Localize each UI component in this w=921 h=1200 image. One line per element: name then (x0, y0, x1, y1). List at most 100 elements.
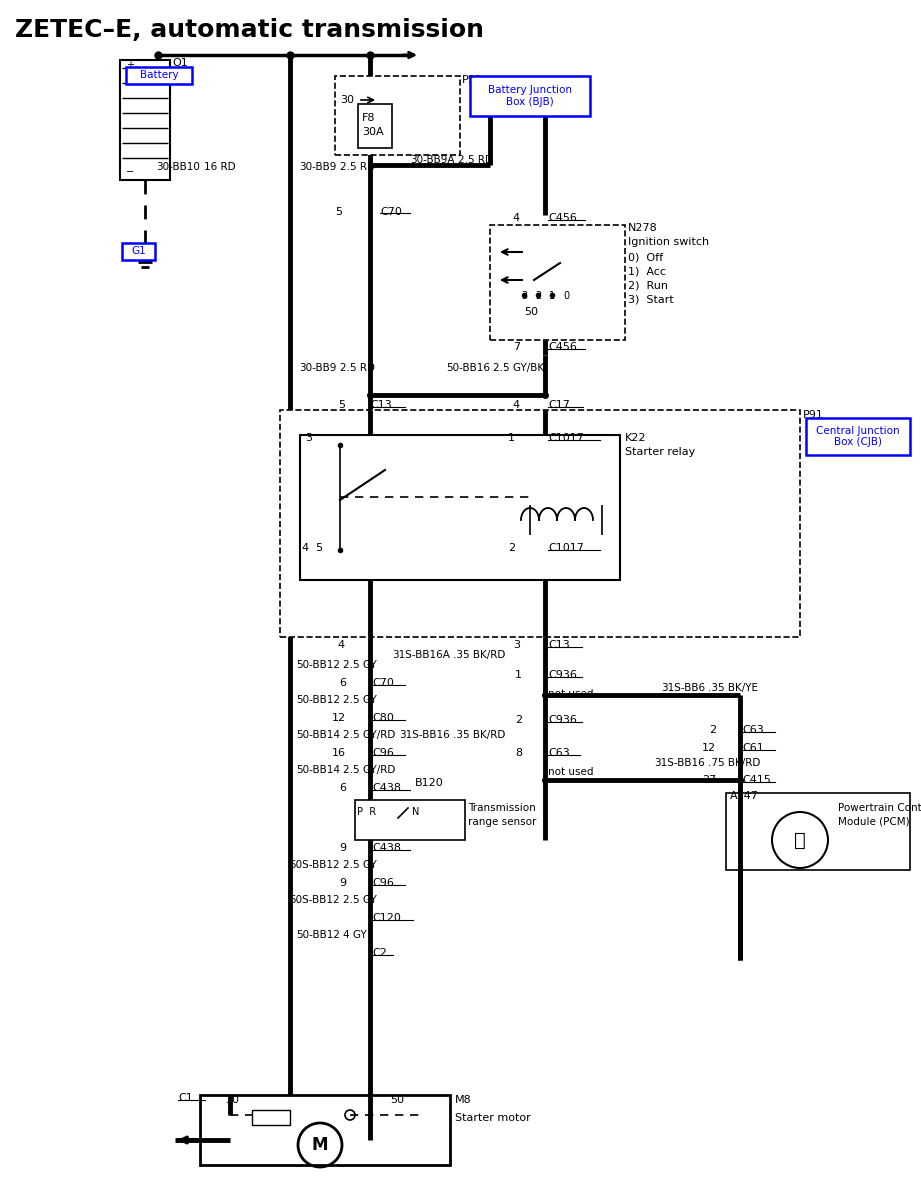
Text: 5: 5 (338, 400, 345, 410)
Text: 30-BB9: 30-BB9 (299, 362, 337, 373)
Text: 30-BB9A: 30-BB9A (411, 155, 455, 164)
Text: 30A: 30A (362, 127, 384, 137)
Text: 4: 4 (338, 640, 345, 650)
Text: C63: C63 (548, 748, 570, 758)
Text: 2.5 RD: 2.5 RD (340, 362, 375, 373)
Text: C2: C2 (372, 948, 387, 958)
Text: C63: C63 (742, 725, 764, 734)
Text: C1017: C1017 (548, 542, 584, 553)
Bar (335, 76, 460, 155)
Text: 50-BB14: 50-BB14 (296, 730, 340, 740)
Text: N278: N278 (628, 223, 658, 233)
Text: .35 BK/RD: .35 BK/RD (453, 650, 506, 660)
Text: 1: 1 (508, 433, 515, 443)
Bar (120, 60, 170, 180)
Text: ⌽: ⌽ (794, 830, 806, 850)
Text: 2: 2 (709, 725, 716, 734)
Text: 9: 9 (339, 878, 346, 888)
Text: 50S-BB12: 50S-BB12 (289, 860, 340, 870)
Text: 31S-BB16A: 31S-BB16A (392, 650, 450, 660)
Text: 30-BB10: 30-BB10 (157, 162, 200, 172)
Text: 50: 50 (524, 307, 538, 317)
Text: 1)  Acc: 1) Acc (628, 266, 666, 276)
Bar (122, 242, 155, 260)
Text: 50-BB12: 50-BB12 (296, 695, 340, 704)
Bar (126, 67, 192, 84)
Text: 4: 4 (513, 214, 520, 223)
Text: 5: 5 (335, 206, 342, 217)
Text: 6: 6 (339, 678, 346, 688)
Bar (355, 800, 465, 840)
Text: ZETEC–E, automatic transmission: ZETEC–E, automatic transmission (15, 18, 484, 42)
Text: K22: K22 (625, 433, 647, 443)
Text: +: + (126, 60, 134, 70)
Text: not used: not used (548, 767, 593, 778)
Text: C1017: C1017 (548, 433, 584, 443)
Text: 2.5 RD: 2.5 RD (340, 162, 375, 172)
Text: 2)  Run: 2) Run (628, 280, 668, 290)
Text: C936: C936 (548, 715, 577, 725)
Text: 0: 0 (563, 290, 569, 301)
Text: 3: 3 (305, 433, 312, 443)
Text: 16: 16 (332, 748, 346, 758)
Text: 2.5 GY: 2.5 GY (343, 895, 377, 905)
Text: 2.5 GY/RD: 2.5 GY/RD (343, 730, 395, 740)
Text: 30-BB9: 30-BB9 (299, 162, 337, 172)
Text: 50: 50 (390, 1094, 404, 1105)
Text: 3: 3 (521, 290, 527, 301)
Text: .35 BK/YE: .35 BK/YE (708, 683, 758, 692)
Text: 30: 30 (225, 1094, 239, 1105)
Text: 8: 8 (515, 748, 522, 758)
Text: Powertrain Control: Powertrain Control (838, 803, 921, 814)
Text: Ignition switch: Ignition switch (628, 236, 709, 247)
Text: 3)  Start: 3) Start (628, 294, 674, 304)
Text: C17: C17 (548, 400, 570, 410)
Text: C1: C1 (178, 1093, 192, 1103)
Text: M8: M8 (455, 1094, 472, 1105)
Bar (470, 76, 590, 116)
Text: not used: not used (548, 689, 593, 698)
Text: 9: 9 (339, 842, 346, 853)
Bar (490, 226, 625, 340)
Text: C438: C438 (372, 782, 401, 793)
Text: P91: P91 (803, 410, 824, 420)
Text: 0)  Off: 0) Off (628, 252, 663, 262)
Text: 27: 27 (702, 775, 716, 785)
Text: M: M (311, 1136, 328, 1154)
Text: P  R: P R (357, 806, 376, 817)
Text: Central Junction
Box (CJB): Central Junction Box (CJB) (816, 426, 900, 448)
Text: C61: C61 (742, 743, 764, 754)
Text: 31S-BB16: 31S-BB16 (399, 730, 450, 740)
Text: B120: B120 (415, 778, 444, 788)
Text: −: − (126, 167, 134, 176)
Text: .75 BK/RD: .75 BK/RD (708, 758, 761, 768)
Text: 2.5 GY/RD: 2.5 GY/RD (343, 766, 395, 775)
Text: Module (PCM): Module (PCM) (838, 817, 910, 827)
Text: Battery Junction
Box (BJB): Battery Junction Box (BJB) (488, 85, 572, 107)
Bar (280, 410, 800, 637)
Text: 2: 2 (535, 290, 542, 301)
Text: Starter motor: Starter motor (455, 1114, 530, 1123)
Bar (200, 1094, 450, 1165)
Text: A147: A147 (730, 791, 759, 802)
Text: 50-BB12: 50-BB12 (296, 930, 340, 940)
Text: 50-BB14: 50-BB14 (296, 766, 340, 775)
Text: 50S-BB12: 50S-BB12 (289, 895, 340, 905)
Text: 31S-BB6: 31S-BB6 (661, 683, 705, 692)
Text: C415: C415 (742, 775, 771, 785)
Text: 12: 12 (332, 713, 346, 722)
Text: 50-BB16: 50-BB16 (446, 362, 490, 373)
Text: C96: C96 (372, 878, 394, 888)
Bar (358, 104, 392, 148)
Text: Transmission: Transmission (468, 803, 536, 814)
Bar (806, 418, 910, 455)
Text: .35 BK/RD: .35 BK/RD (453, 730, 506, 740)
Text: 2.5 GY/BK: 2.5 GY/BK (493, 362, 544, 373)
Text: Battery: Battery (140, 71, 179, 80)
Text: C13: C13 (370, 400, 391, 410)
Text: 30: 30 (340, 95, 354, 104)
Text: 2: 2 (515, 715, 522, 725)
Text: 16 RD: 16 RD (204, 162, 236, 172)
Text: 31S-BB16: 31S-BB16 (654, 758, 705, 768)
Text: 4: 4 (513, 400, 520, 410)
